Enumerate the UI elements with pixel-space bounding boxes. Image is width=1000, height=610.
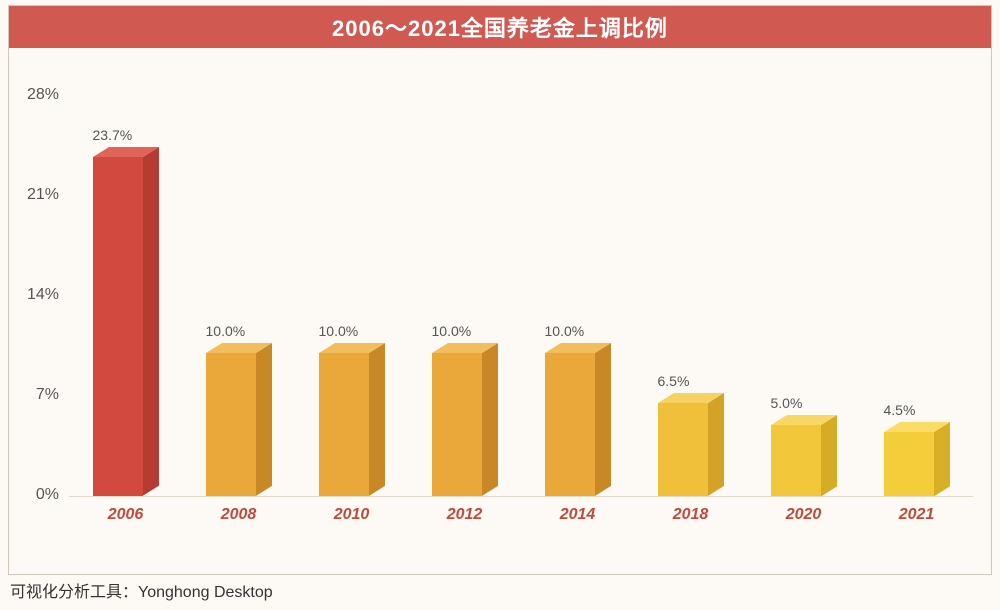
- bar-3d-faces: [93, 147, 159, 496]
- y-axis-tick-label: 14%: [13, 286, 59, 304]
- bar-2006: 23.7%: [93, 147, 159, 496]
- chart-title-banner: 2006～2021全国养老金上调比例: [9, 6, 991, 48]
- chart-title: 2006～2021全国养老金上调比例: [332, 11, 668, 43]
- bar-value-label: 10.0%: [319, 323, 359, 339]
- x-axis-tick-label: 2021: [877, 506, 957, 524]
- y-axis-tick-label: 7%: [13, 386, 59, 404]
- x-axis-tick-label: 2018: [651, 506, 731, 524]
- bar-3d-faces: [206, 343, 272, 496]
- y-axis-tick-label: 21%: [13, 186, 59, 204]
- bar-value-label: 5.0%: [771, 395, 803, 411]
- bar-2010: 10.0%: [319, 343, 385, 496]
- x-axis-tick-label: 2010: [312, 506, 392, 524]
- bar-3d-faces: [884, 422, 950, 496]
- bar-3d-faces: [658, 393, 724, 496]
- bar-value-label: 6.5%: [658, 373, 690, 389]
- bar-2020: 5.0%: [771, 415, 837, 496]
- y-axis-tick-label: 0%: [13, 486, 59, 504]
- bar-3d-faces: [319, 343, 385, 496]
- x-axis-baseline: [69, 496, 973, 497]
- bar-2012: 10.0%: [432, 343, 498, 496]
- bar-value-label: 10.0%: [545, 323, 585, 339]
- bar-value-label: 10.0%: [432, 323, 472, 339]
- bar-3d-faces: [545, 343, 611, 496]
- bar-3d-faces: [771, 415, 837, 496]
- footer-source-text: 可视化分析工具：Yonghong Desktop: [10, 578, 273, 602]
- bar-2021: 4.5%: [884, 422, 950, 496]
- chart-frame: 2006～2021全国养老金上调比例 0% 7% 14% 21% 28% 23.7% 200…: [8, 5, 992, 575]
- bar-2008: 10.0%: [206, 343, 272, 496]
- x-axis-tick-label: 2008: [199, 506, 279, 524]
- bar-2018: 6.5%: [658, 393, 724, 496]
- bar-value-label: 4.5%: [884, 402, 916, 418]
- bar-3d-faces: [432, 343, 498, 496]
- y-axis-tick-label: 28%: [13, 86, 59, 104]
- x-axis-tick-label: 2006: [86, 506, 166, 524]
- bar-2014: 10.0%: [545, 343, 611, 496]
- bar-value-label: 10.0%: [206, 323, 246, 339]
- bar-value-label: 23.7%: [93, 127, 133, 143]
- chart-plot-area: 0% 7% 14% 21% 28% 23.7% 2006 10.0% 2008 10.0% 2010…: [9, 48, 991, 576]
- x-axis-tick-label: 2014: [538, 506, 618, 524]
- x-axis-tick-label: 2020: [764, 506, 844, 524]
- x-axis-tick-label: 2012: [425, 506, 505, 524]
